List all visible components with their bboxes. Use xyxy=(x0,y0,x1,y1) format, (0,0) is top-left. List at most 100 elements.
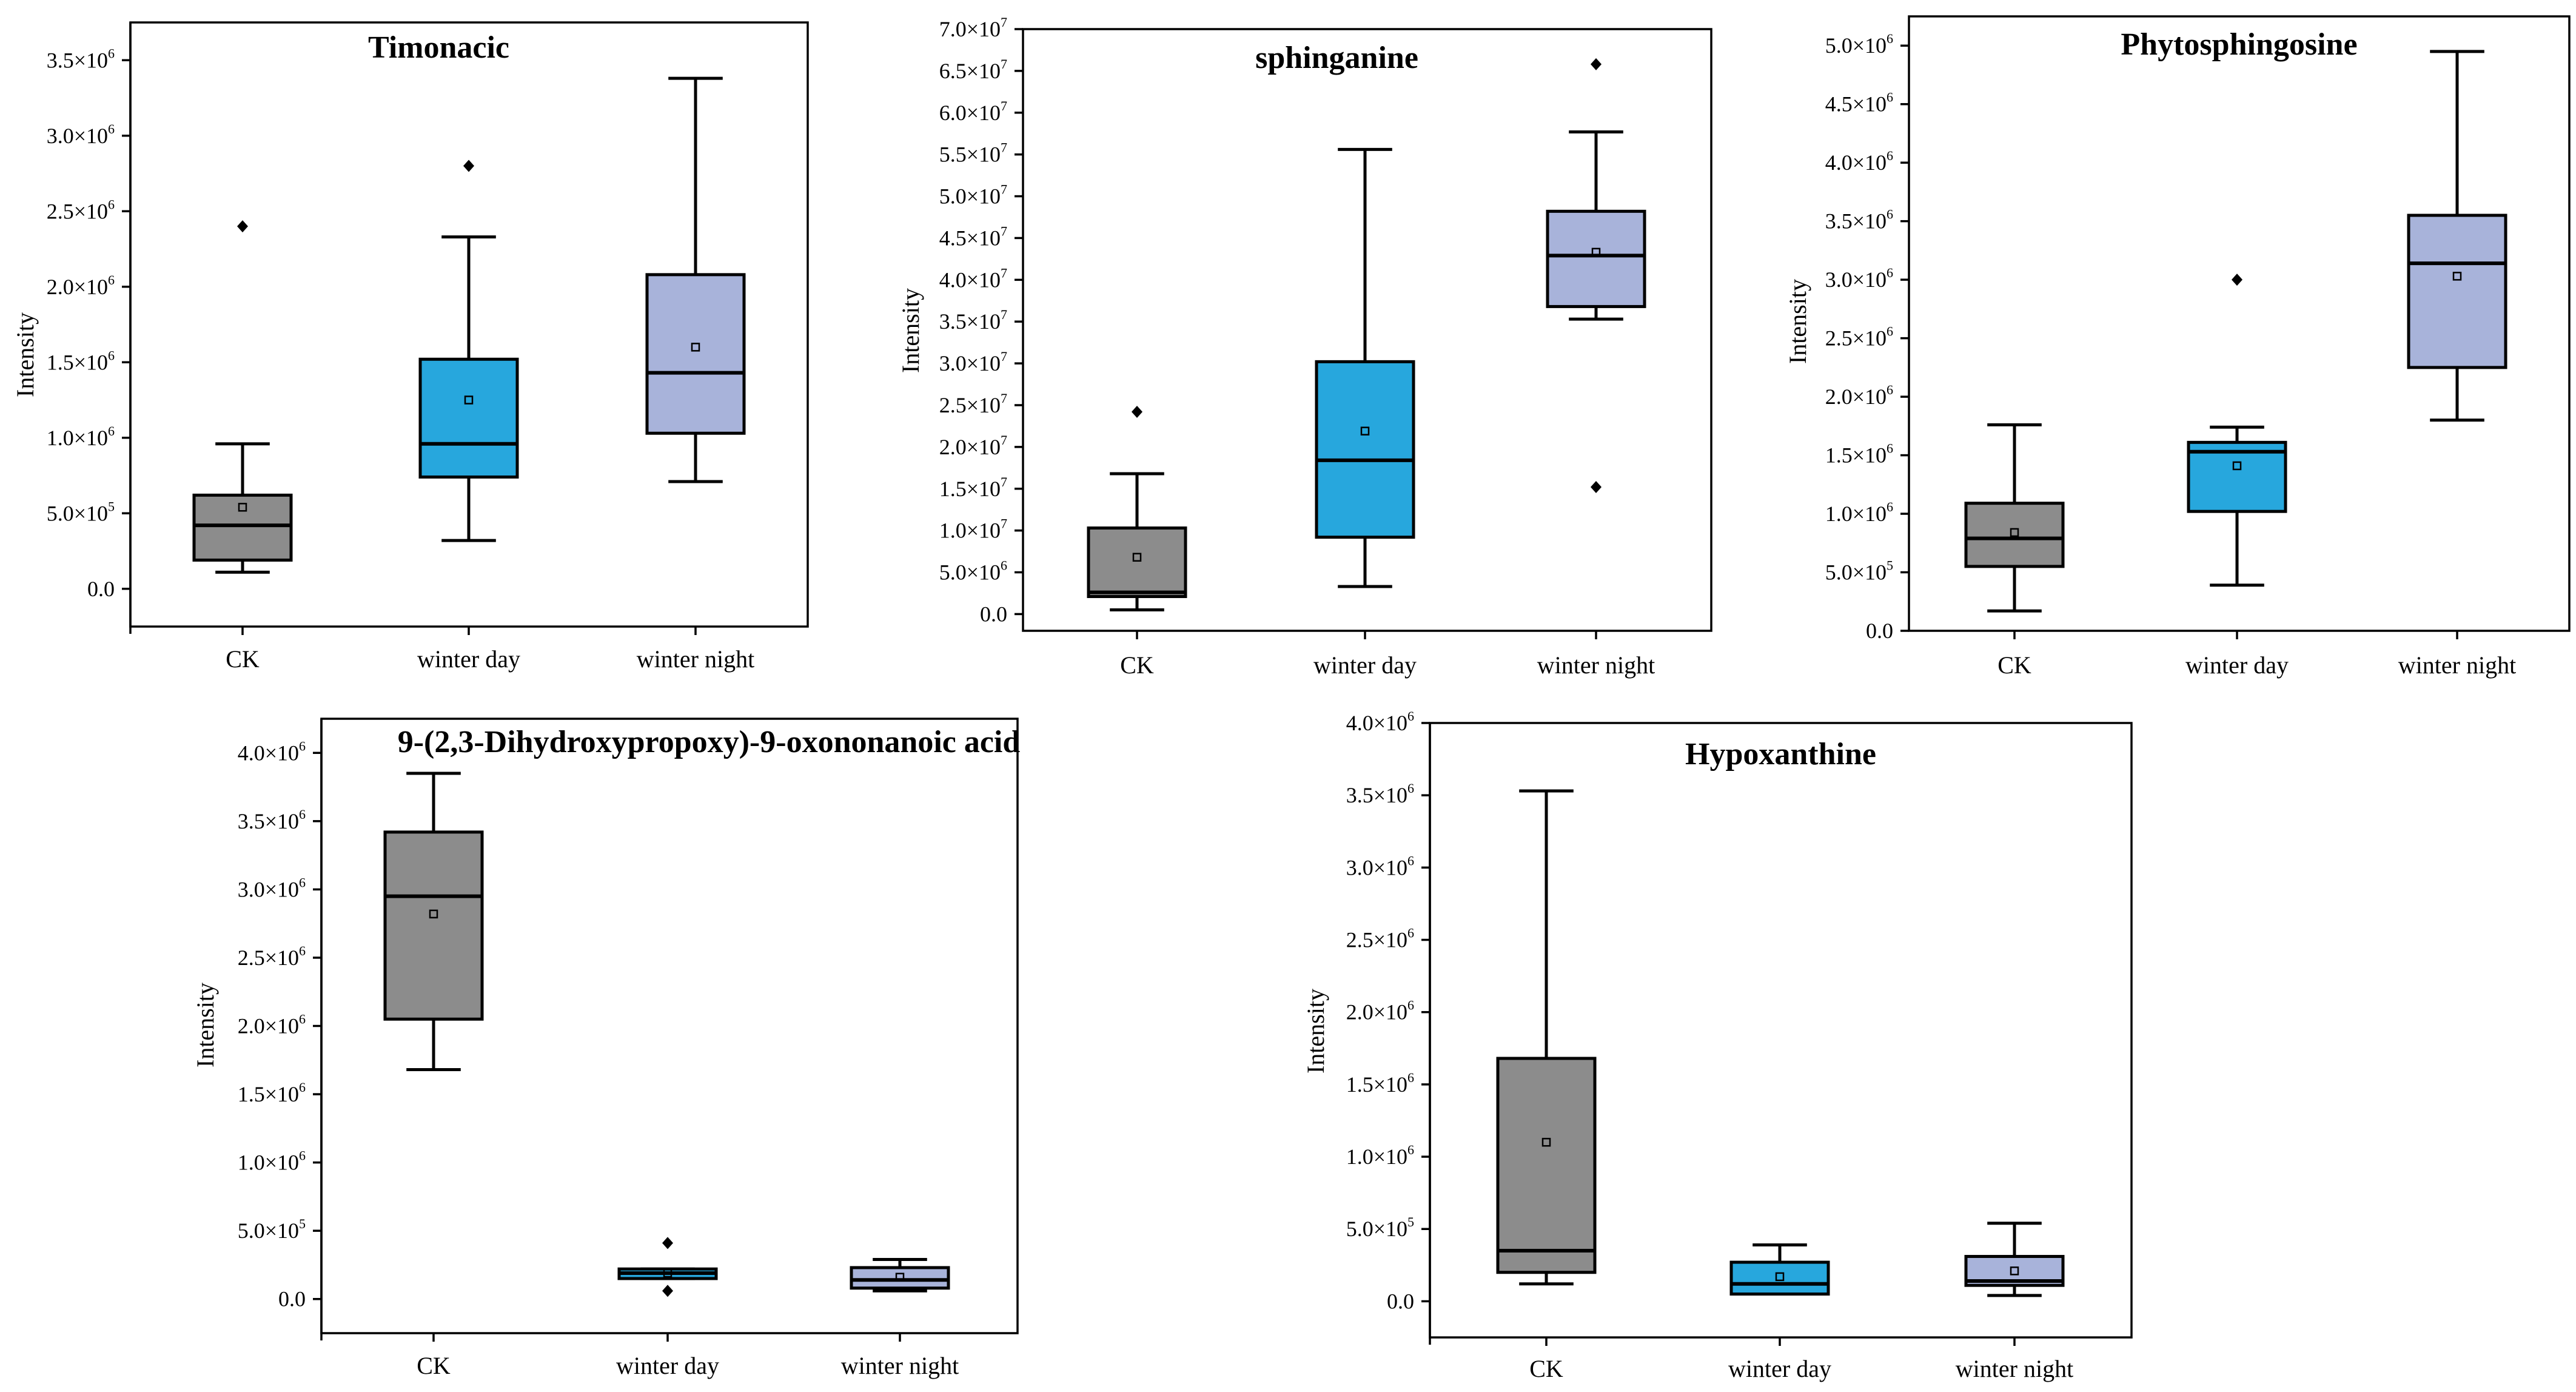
chart-title: sphinganine xyxy=(1255,41,1418,75)
outlier-point xyxy=(1132,406,1142,419)
outlier-point xyxy=(2232,274,2242,286)
y-tick-label: 6.0×107 xyxy=(939,98,1007,125)
y-tick-label: 1.5×106 xyxy=(1346,1070,1414,1097)
box-ck xyxy=(383,772,484,1072)
box-winter-day xyxy=(2187,274,2287,587)
y-tick-label: 2.0×106 xyxy=(238,1012,306,1038)
y-tick-label: 3.0×106 xyxy=(1825,265,1893,292)
iqr-box xyxy=(1964,502,2065,568)
mean-marker xyxy=(2010,528,2019,537)
y-tick-label: 3.5×106 xyxy=(1346,781,1414,807)
y-tick-label: 1.5×107 xyxy=(939,474,1007,501)
box-winter-night xyxy=(1546,58,1646,494)
boxplot-panel-2: 0.0 5.0×106 1.0×107 1.5×107 2.0×107 2.5×107 3.… xyxy=(897,15,1712,679)
y-tick-label: 4.0×106 xyxy=(1346,708,1414,735)
y-tick-label: 2.5×107 xyxy=(939,391,1007,417)
y-tick-label: 2.0×107 xyxy=(939,432,1007,459)
box-winter-night xyxy=(2407,50,2507,422)
box-winter-day xyxy=(418,160,519,542)
y-tick-label: 5.0×107 xyxy=(939,182,1007,209)
y-tick-label: 3.0×107 xyxy=(939,349,1007,375)
y-tick-label: 3.5×106 xyxy=(47,45,115,72)
mean-marker xyxy=(1360,426,1370,435)
outlier-point xyxy=(237,220,248,233)
mean-marker xyxy=(895,1273,905,1282)
boxplot-panel-1: 0.0 5.0×105 1.0×106 1.5×106 2.0×106 2.5×106 3.… xyxy=(12,21,809,673)
y-axis-label: Intensity xyxy=(192,983,219,1068)
y-tick-label: 2.5×106 xyxy=(47,197,115,223)
y-tick-label: 2.5×106 xyxy=(238,943,306,970)
y-tick-label: 3.5×107 xyxy=(939,307,1007,334)
outlier-point xyxy=(662,1285,673,1297)
outlier-point xyxy=(1591,481,1602,494)
y-tick-label: 4.5×107 xyxy=(939,223,1007,250)
y-tick-label: 4.0×106 xyxy=(1825,148,1893,175)
iqr-box xyxy=(2407,214,2507,369)
outlier-point xyxy=(1591,58,1602,70)
x-tick-label: winter night xyxy=(2398,651,2516,679)
boxplot-panel-4: 0.0 5.0×105 1.0×106 1.5×106 2.0×106 2.5×106 3.… xyxy=(192,718,1020,1379)
plot-frame xyxy=(1908,15,2571,632)
box-ck xyxy=(1496,789,1597,1286)
iqr-box xyxy=(1087,526,1187,599)
y-tick-label: 7.0×107 xyxy=(939,15,1007,41)
chart-title: Phytosphingosine xyxy=(2121,27,2357,62)
iqr-box xyxy=(850,1266,950,1290)
y-tick-label: 3.0×106 xyxy=(1346,853,1414,879)
mean-marker xyxy=(238,503,247,512)
outlier-point xyxy=(662,1237,673,1249)
y-tick-label: 2.5×106 xyxy=(1346,926,1414,952)
y-tick-label: 4.0×106 xyxy=(238,738,306,765)
x-tick-label: winter day xyxy=(1728,1355,1831,1382)
mean-marker xyxy=(1132,553,1142,562)
boxplot-panel-3: 0.0 5.0×105 1.0×106 1.5×106 2.0×106 2.5×106 3.… xyxy=(1784,15,2571,679)
y-tick-label: 5.0×106 xyxy=(939,558,1007,585)
mean-marker xyxy=(1591,247,1601,257)
box-winter-day xyxy=(1729,1243,1830,1296)
mean-marker xyxy=(663,1268,673,1278)
mean-marker xyxy=(691,343,700,352)
box-winter-night xyxy=(645,76,746,483)
iqr-box xyxy=(383,830,484,1021)
chart-title: Timonacic xyxy=(368,30,509,65)
mean-marker xyxy=(464,395,474,405)
y-tick-label: 5.5×107 xyxy=(939,140,1007,167)
y-tick-label: 4.0×107 xyxy=(939,265,1007,292)
y-tick-label: 0.0 xyxy=(980,602,1007,626)
y-tick-label: 5.0×106 xyxy=(1825,31,1893,58)
x-tick-label: CK xyxy=(1120,651,1154,679)
y-tick-label: 1.5×106 xyxy=(238,1080,306,1106)
y-axis-label: Intensity xyxy=(1302,989,1329,1074)
y-tick-label: 5.0×105 xyxy=(1346,1214,1414,1241)
y-tick-label: 5.0×105 xyxy=(238,1216,306,1243)
y-tick-label: 3.0×106 xyxy=(47,121,115,148)
y-tick-label: 1.0×106 xyxy=(1825,499,1893,526)
y-tick-label: 0.0 xyxy=(87,577,115,601)
y-tick-label: 5.0×105 xyxy=(1825,558,1893,585)
plot-frame xyxy=(1022,28,1712,632)
box-ck xyxy=(192,220,293,574)
mean-marker xyxy=(2452,272,2462,281)
mean-marker xyxy=(2010,1266,2019,1276)
y-tick-label: 2.0×106 xyxy=(47,272,115,299)
y-tick-label: 1.5×106 xyxy=(1825,441,1893,468)
y-tick-label: 2.5×106 xyxy=(1825,324,1893,351)
y-tick-label: 1.0×107 xyxy=(939,516,1007,543)
box-winter-day xyxy=(617,1237,718,1297)
x-tick-label: CK xyxy=(226,645,260,673)
iqr-box xyxy=(1546,209,1646,308)
iqr-box xyxy=(645,273,746,435)
iqr-box xyxy=(1315,360,1415,539)
y-tick-label: 3.5×106 xyxy=(1825,207,1893,234)
y-tick-label: 1.0×106 xyxy=(47,423,115,450)
y-tick-label: 2.0×106 xyxy=(1825,382,1893,409)
y-tick-label: 1.5×106 xyxy=(47,348,115,374)
box-winter-night xyxy=(1964,1222,2065,1297)
box-ck xyxy=(1087,406,1187,612)
mean-marker xyxy=(1775,1272,1785,1282)
x-tick-label: CK xyxy=(417,1352,451,1379)
iqr-box xyxy=(1729,1260,1830,1296)
box-winter-day xyxy=(1315,147,1415,588)
boxplot-panel-5: 0.0 5.0×105 1.0×106 1.5×106 2.0×106 2.5×106 3.… xyxy=(1302,708,2133,1382)
y-tick-label: 0.0 xyxy=(1866,619,1893,643)
